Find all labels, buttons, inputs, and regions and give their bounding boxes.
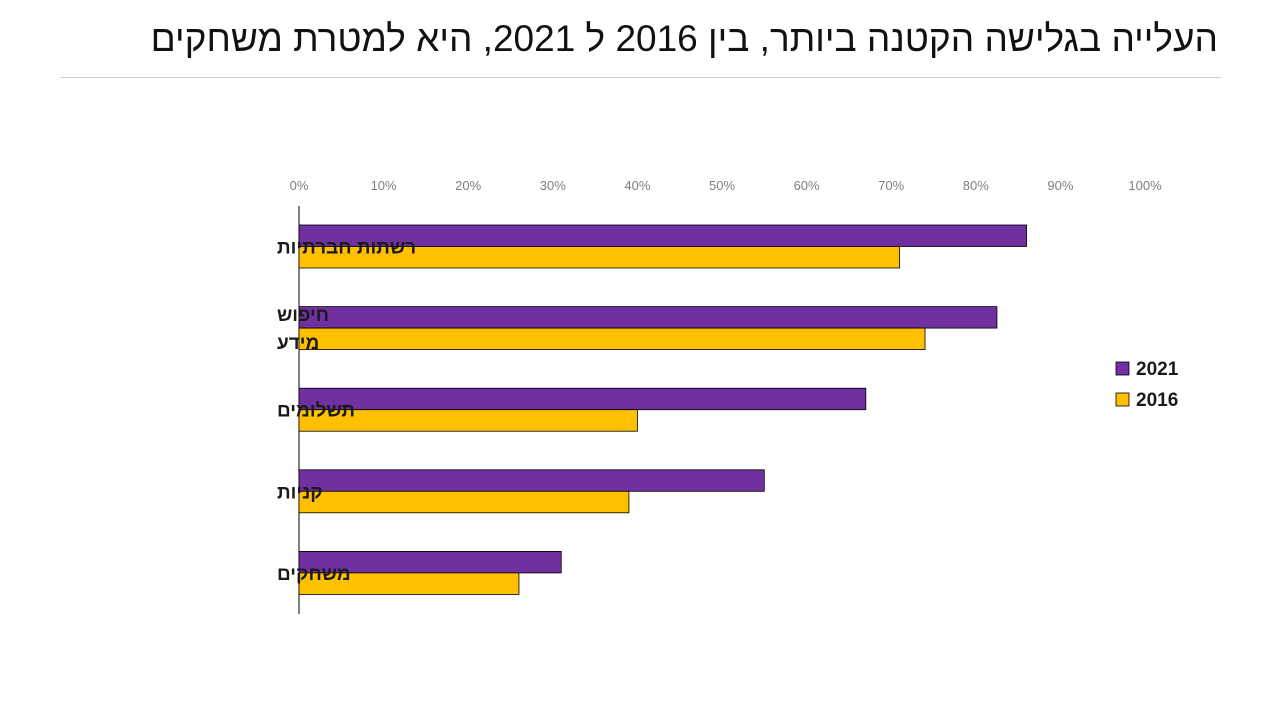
legend-label-2016: 2016 [1136,390,1178,411]
x-tick-label: 100% [1128,178,1162,193]
bar-2016-0 [298,246,901,269]
x-tick-label: 50% [709,178,735,193]
x-tick-label: 40% [624,178,650,193]
bar-2021-1 [298,306,998,329]
category-label: קניות [277,482,323,503]
legend-swatch-2021 [1115,361,1130,376]
bar-2021-3 [298,469,765,492]
bar-2016-3 [298,490,630,514]
bar-2016-4 [298,572,520,595]
x-tick-label: 70% [878,178,904,193]
legend-label-2021: 2021 [1136,359,1179,380]
x-tick-label: 90% [1047,178,1073,193]
category-label: תשלומים [277,401,355,422]
category-label: מידע [277,333,319,354]
x-tick-label: 0% [290,178,309,193]
category-label: רשתות חברתיות [277,238,416,259]
x-tick-label: 20% [455,178,481,193]
x-tick-label: 80% [963,178,989,193]
bar-2021-2 [298,387,867,411]
x-tick-label: 30% [540,178,566,193]
x-tick-label: 10% [371,178,397,193]
bar-2016-1 [298,327,926,351]
category-label: משחקים [277,564,351,585]
title-divider [60,77,1221,78]
slide-title: העלייה בגלישה הקטנה ביותר, בין 2016 ל 20… [150,18,1218,59]
x-tick-label: 60% [794,178,820,193]
legend-swatch-2016 [1115,392,1130,407]
category-label: חיפוש [277,305,329,326]
bar-2016-2 [298,409,638,432]
